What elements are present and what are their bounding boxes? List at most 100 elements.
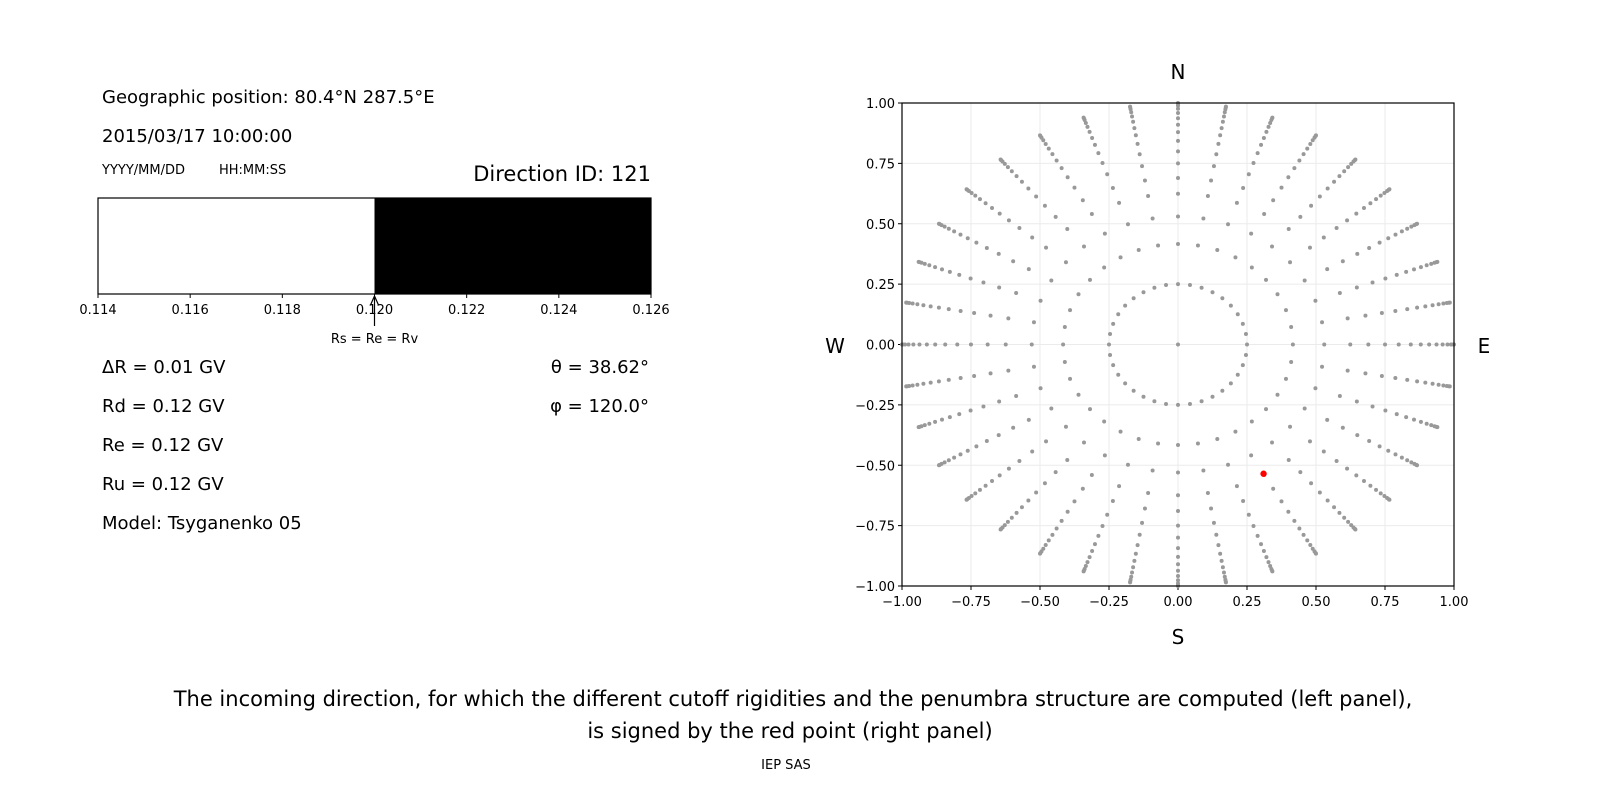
direction-point xyxy=(1405,377,1410,382)
direction-point xyxy=(1009,515,1014,520)
direction-point xyxy=(942,460,947,465)
direction-point xyxy=(1136,248,1141,253)
direction-point xyxy=(1108,352,1113,357)
direction-point xyxy=(1405,458,1410,463)
direction-point xyxy=(1368,201,1373,206)
direction-point xyxy=(1270,244,1275,249)
direction-point xyxy=(1105,512,1110,517)
direction-point xyxy=(983,483,988,488)
direction-point xyxy=(968,408,973,413)
direction-point xyxy=(1038,386,1043,391)
direction-point xyxy=(1038,133,1042,138)
direction-point xyxy=(1053,470,1058,475)
x-tick-label: 0.122 xyxy=(448,303,485,318)
direction-point xyxy=(1447,300,1452,305)
direction-point xyxy=(958,232,963,237)
direction-point xyxy=(973,491,978,496)
direction-point xyxy=(1264,555,1269,560)
direction-point xyxy=(1216,141,1221,146)
direction-point xyxy=(1068,308,1073,313)
direction-point xyxy=(1322,342,1327,347)
direction-point xyxy=(1332,505,1337,510)
direction-point xyxy=(1418,342,1423,347)
direction-point xyxy=(1434,342,1439,347)
direction-point xyxy=(1137,152,1142,157)
direction-point xyxy=(1412,417,1417,422)
direction-point xyxy=(1337,174,1342,179)
direction-point xyxy=(1085,560,1090,565)
direction-point xyxy=(1415,379,1420,384)
direction-point xyxy=(1309,203,1314,208)
direction-point xyxy=(1354,473,1359,478)
direction-point xyxy=(1289,359,1294,364)
direction-point xyxy=(1337,290,1342,295)
direction-point xyxy=(1288,424,1293,429)
direction-point xyxy=(1387,187,1392,192)
direction-point xyxy=(1038,551,1042,556)
direction-point xyxy=(1415,221,1420,226)
direction-point xyxy=(1044,245,1049,250)
stat-rd: Rd = 0.12 GV xyxy=(102,396,225,417)
direction-point xyxy=(1429,423,1434,428)
direction-point xyxy=(1006,218,1011,223)
direction-point xyxy=(1418,419,1423,424)
direction-point xyxy=(972,311,977,316)
direction-point xyxy=(1399,229,1404,234)
direction-point xyxy=(1201,468,1206,473)
direction-point xyxy=(1321,449,1326,454)
direction-point xyxy=(917,342,922,347)
direction-point xyxy=(922,423,927,428)
direction-point xyxy=(1405,307,1410,312)
direction-point xyxy=(928,380,933,385)
direction-point xyxy=(1211,164,1216,169)
direction-point xyxy=(983,201,988,206)
direction-point xyxy=(1029,342,1034,347)
direction-point xyxy=(965,448,970,453)
direction-point xyxy=(1251,161,1256,166)
direction-point xyxy=(1176,149,1180,154)
direction-point xyxy=(974,444,979,449)
direction-point xyxy=(1176,241,1180,246)
direction-point xyxy=(984,439,989,444)
direction-point xyxy=(1308,141,1313,146)
direction-point xyxy=(939,267,944,272)
direction-point xyxy=(1301,152,1306,157)
direction-point xyxy=(1146,490,1151,495)
direction-point xyxy=(1059,518,1064,523)
direction-point xyxy=(1080,486,1085,491)
direction-point xyxy=(943,342,948,347)
direction-point xyxy=(1176,282,1180,287)
direction-point xyxy=(1176,402,1180,407)
direction-point xyxy=(1132,558,1137,563)
direction-point xyxy=(1415,305,1420,310)
direction-point xyxy=(977,197,982,202)
direction-point xyxy=(1063,260,1068,265)
direction-point xyxy=(1176,523,1180,528)
direction-point xyxy=(1424,421,1429,426)
direction-point xyxy=(1117,200,1122,205)
direction-point xyxy=(1297,526,1302,531)
direction-point xyxy=(1321,235,1326,240)
direction-point xyxy=(1370,280,1375,285)
direction-point xyxy=(915,302,920,307)
direction-point xyxy=(1441,383,1446,388)
direction-point xyxy=(1221,570,1226,575)
direction-point xyxy=(1393,308,1398,313)
direction-point xyxy=(990,205,995,210)
direction-point xyxy=(958,308,963,313)
direction-point xyxy=(1346,519,1351,524)
direction-point xyxy=(1096,533,1101,538)
direction-point xyxy=(927,263,932,268)
direction-point xyxy=(922,261,927,266)
direction-point xyxy=(996,433,1001,438)
direction-point xyxy=(910,301,915,306)
direction-point xyxy=(1176,562,1180,567)
direction-point xyxy=(1261,135,1266,140)
direction-point xyxy=(1374,487,1379,492)
direction-point xyxy=(1394,272,1399,277)
direction-point xyxy=(1266,124,1271,129)
direction-point xyxy=(1054,526,1059,531)
direction-point xyxy=(1014,290,1019,295)
direction-point xyxy=(1337,510,1342,515)
direction-point xyxy=(1150,216,1155,221)
